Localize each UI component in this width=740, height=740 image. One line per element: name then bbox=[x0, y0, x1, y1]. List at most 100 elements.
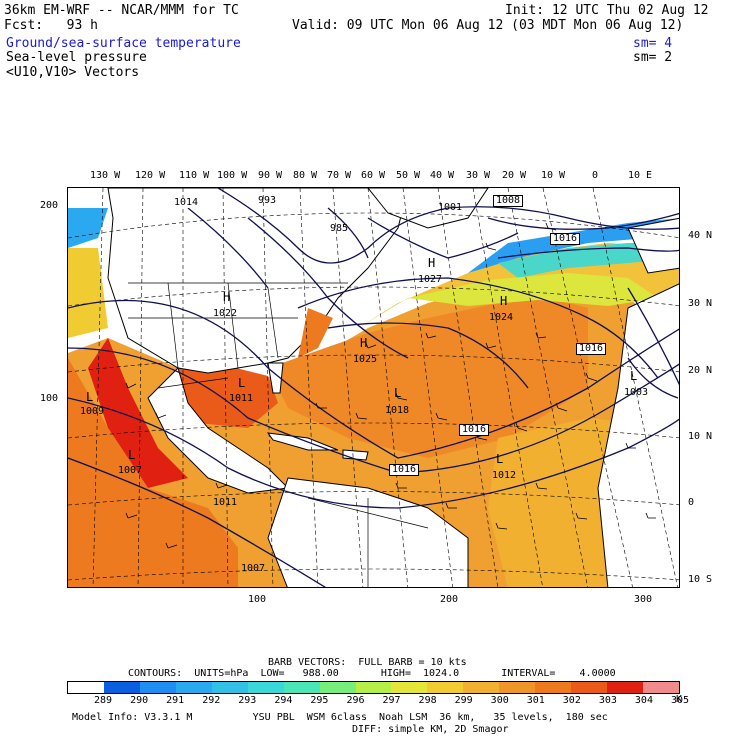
colorbar-label: 290 bbox=[130, 695, 149, 706]
lon-label: 100 W bbox=[217, 170, 248, 181]
lon-label: 80 W bbox=[293, 170, 318, 181]
sst-pacific bbox=[68, 358, 238, 587]
colorbar-label: 298 bbox=[418, 695, 437, 706]
lat-label: 10 N bbox=[688, 431, 713, 442]
lon-label: 30 W bbox=[466, 170, 491, 181]
low-pressure-center: L bbox=[394, 386, 402, 400]
high-pressure-center: H bbox=[500, 294, 508, 308]
sst-north-cool bbox=[468, 218, 679, 273]
colorbar-swatch bbox=[103, 682, 140, 693]
pressure-label: 1024 bbox=[489, 312, 514, 323]
pressure-label-boxed: 1016 bbox=[550, 233, 581, 245]
pressure-label: 1011 bbox=[229, 393, 254, 404]
pressure-label: 985 bbox=[330, 223, 349, 234]
lon-label: 60 W bbox=[361, 170, 386, 181]
colorbar-swatch bbox=[319, 682, 356, 693]
political-borders bbox=[128, 282, 429, 587]
field-sst-smooth: sm= 4 bbox=[633, 36, 673, 51]
colorbar-label: 304 bbox=[634, 695, 653, 706]
model-info-diffusion: DIFF: simple KM, 2D Smagor bbox=[352, 724, 509, 735]
lon-label: 130 W bbox=[90, 170, 121, 181]
lon-label: 50 W bbox=[396, 170, 421, 181]
low-pressure-center: L bbox=[86, 390, 94, 404]
low-pressure-center: L bbox=[496, 452, 504, 466]
pressure-label: 1009 bbox=[80, 406, 105, 417]
low-pressure-center: L bbox=[128, 448, 136, 462]
lon-label: 10 E bbox=[628, 170, 653, 181]
lat-label: 10 S bbox=[688, 574, 713, 585]
sst-greenish bbox=[498, 243, 679, 278]
field-slp-smooth: sm= 2 bbox=[633, 50, 673, 65]
colorbar-swatch bbox=[643, 682, 679, 693]
colorbar-label: 302 bbox=[562, 695, 581, 706]
colorbar-swatch bbox=[355, 682, 392, 693]
colorbar-swatch bbox=[68, 682, 104, 693]
colorbar-swatch bbox=[607, 682, 643, 693]
low-pressure-center: L bbox=[238, 376, 246, 390]
colorbar-label: 293 bbox=[238, 695, 257, 706]
colorbar-label: 299 bbox=[454, 695, 473, 706]
sst-pacific-hot bbox=[88, 338, 188, 488]
sst-colorbar bbox=[67, 681, 680, 694]
colorbar-swatch bbox=[391, 682, 428, 693]
field-wind-label: <U10,V10> Vectors bbox=[6, 65, 140, 80]
colorbar-swatch bbox=[463, 682, 500, 693]
grid-tick-left: 200 bbox=[40, 200, 59, 211]
model-title: 36km EM-WRF -- NCAR/MMM for TC bbox=[4, 3, 239, 18]
pressure-label-boxed: 1016 bbox=[459, 424, 490, 436]
colorbar-label: 289 bbox=[94, 695, 113, 706]
forecast-hour: Fcst: 93 h bbox=[4, 18, 98, 33]
colorbar-label: 296 bbox=[346, 695, 365, 706]
grid-tick-bottom: 300 bbox=[634, 594, 653, 605]
grid-tick-bottom: 100 bbox=[248, 594, 267, 605]
pressure-label-boxed: 1008 bbox=[493, 195, 524, 207]
contour-legend: CONTOURS: UNITS=hPa LOW= 988.00 HIGH= 10… bbox=[128, 668, 616, 679]
lon-label: 10 W bbox=[541, 170, 566, 181]
field-slp-label: Sea-level pressure bbox=[6, 50, 147, 65]
wind-barbs bbox=[125, 222, 656, 549]
pressure-label: 993 bbox=[258, 195, 277, 206]
pressure-label: 1022 bbox=[213, 308, 238, 319]
colorbar-swatch bbox=[211, 682, 248, 693]
colorbar-swatch bbox=[283, 682, 320, 693]
colorbar-swatch bbox=[139, 682, 176, 693]
colorbar-label: 294 bbox=[274, 695, 293, 706]
high-pressure-center: H bbox=[360, 336, 368, 350]
lon-label: 90 W bbox=[258, 170, 283, 181]
pressure-label: 1014 bbox=[174, 197, 199, 208]
colorbar-swatch bbox=[427, 682, 464, 693]
colorbar-label: 305 bbox=[670, 695, 690, 706]
colorbar-swatch bbox=[499, 682, 536, 693]
colorbar-label: 291 bbox=[166, 695, 185, 706]
sst-pacific-cool bbox=[68, 208, 108, 248]
low-pressure-center: L bbox=[630, 369, 638, 383]
land-africa bbox=[597, 283, 679, 587]
pressure-label-boxed: 1016 bbox=[576, 343, 607, 355]
pressure-label: 1012 bbox=[492, 470, 517, 481]
valid-time: Valid: 09 UTC Mon 06 Aug 12 (03 MDT Mon … bbox=[292, 18, 684, 33]
colorbar-label: 301 bbox=[526, 695, 545, 706]
barb-legend: BARB VECTORS: FULL BARB = 10 kts bbox=[268, 657, 467, 668]
lon-label: 70 W bbox=[327, 170, 352, 181]
pressure-label: 1025 bbox=[353, 354, 378, 365]
lat-label: 30 N bbox=[688, 298, 713, 309]
grid-tick-bottom: 200 bbox=[440, 594, 459, 605]
colorbar-swatch bbox=[247, 682, 284, 693]
lon-label: 0 bbox=[592, 170, 599, 181]
grid-tick-left: 100 bbox=[40, 393, 59, 404]
lon-label: 120 W bbox=[135, 170, 166, 181]
map-canvas bbox=[68, 188, 679, 587]
pressure-label: 1011 bbox=[213, 497, 238, 508]
weather-map: 1014 993 985 1001 1008 1016 1027 1022 10… bbox=[67, 187, 680, 588]
pressure-label: 1018 bbox=[385, 405, 410, 416]
colorbar-label: 292 bbox=[202, 695, 221, 706]
field-sst-label: Ground/sea-surface temperature bbox=[6, 36, 241, 51]
colorbar-label: 297 bbox=[382, 695, 401, 706]
pressure-label: 1001 bbox=[438, 202, 463, 213]
lon-label: 40 W bbox=[430, 170, 455, 181]
sst-yellow bbox=[408, 273, 658, 306]
colorbar-swatch bbox=[571, 682, 608, 693]
colorbar-swatch bbox=[535, 682, 572, 693]
lat-label: 20 N bbox=[688, 365, 713, 376]
colorbar-swatch bbox=[175, 682, 212, 693]
